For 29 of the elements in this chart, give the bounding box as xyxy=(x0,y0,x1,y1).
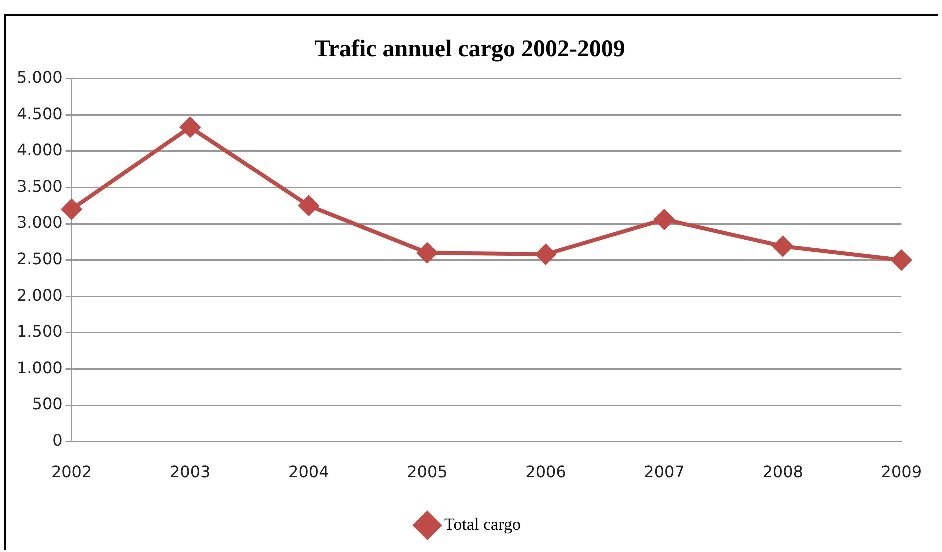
point xyxy=(892,250,912,270)
point xyxy=(773,236,794,257)
point xyxy=(654,210,675,230)
x-tick-label: 2004 xyxy=(288,462,330,482)
point xyxy=(536,244,556,264)
y-tick-label: 5.000 xyxy=(16,68,63,87)
y-tick-label: 0 xyxy=(52,430,63,450)
y-tick-label: 2.500 xyxy=(16,249,63,268)
y-tick-label: 3.000 xyxy=(16,213,63,232)
point xyxy=(417,243,438,264)
y-tick-label: 3.500 xyxy=(16,176,63,196)
y-tick-label: 1.500 xyxy=(16,322,63,342)
y-tick-label: 1.000 xyxy=(16,358,63,378)
x-tick-label: 2003 xyxy=(170,462,211,482)
y-tick-label: 4.500 xyxy=(16,104,63,124)
x-tick-label: 2005 xyxy=(407,462,448,482)
x-tick-label: 2006 xyxy=(526,462,566,482)
x-tick-label: 2002 xyxy=(51,462,92,482)
point xyxy=(62,199,82,220)
y-tick-label: 2.000 xyxy=(16,286,63,305)
x-tick-label: 2007 xyxy=(644,462,685,482)
x-tick-label: 2009 xyxy=(881,462,922,482)
point xyxy=(180,117,200,138)
point xyxy=(298,196,319,216)
chart-title: Trafic annuel cargo 2002-2009 xyxy=(314,36,626,63)
y-tick-label: 500 xyxy=(32,394,63,414)
y-tick-label: 4.000 xyxy=(16,140,63,160)
legend-label: Total cargo xyxy=(444,514,521,534)
x-tick-label: 2008 xyxy=(762,462,804,482)
